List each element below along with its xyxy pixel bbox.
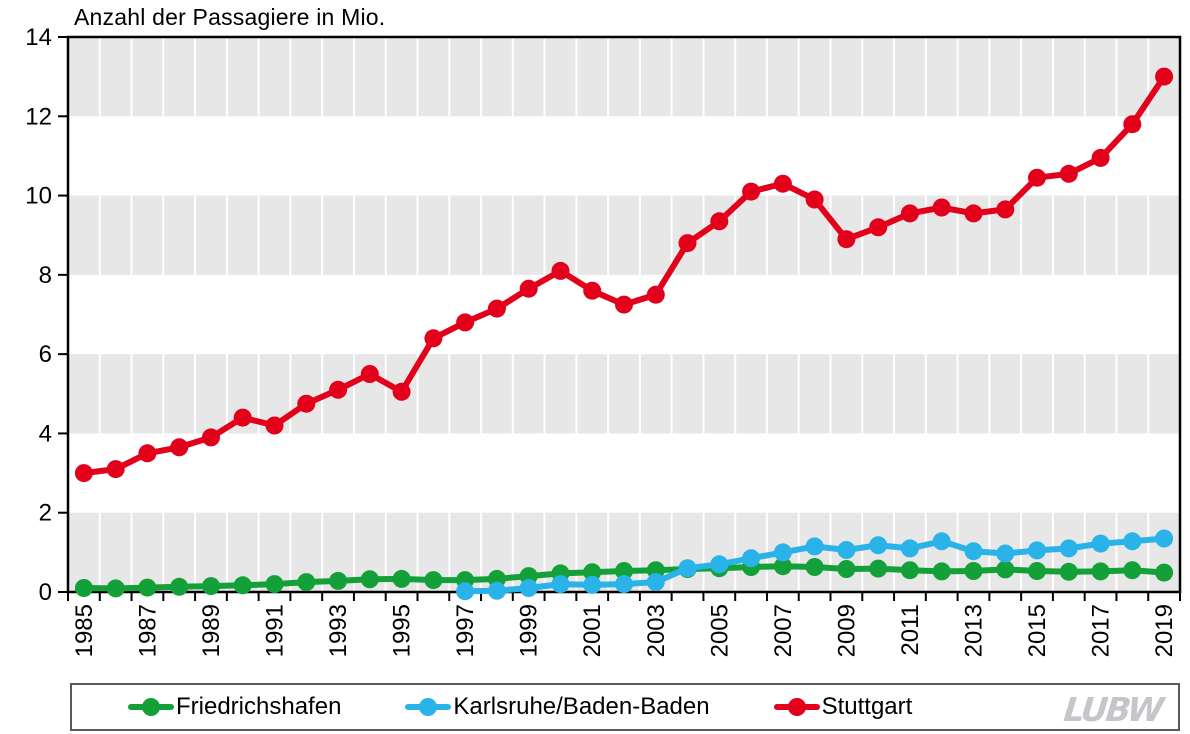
svg-text:2013: 2013 [960,604,987,657]
svg-text:2009: 2009 [833,604,860,657]
svg-text:2011: 2011 [897,604,924,656]
svg-text:12: 12 [25,103,52,130]
stuttgart-line-marker-icon [773,695,820,719]
svg-text:8: 8 [39,262,52,289]
svg-text:2019: 2019 [1151,604,1178,657]
legend-item-karlsruhe-baden-baden: Karlsruhe/Baden-Baden [405,693,710,721]
svg-text:1997: 1997 [452,604,479,657]
svg-text:1985: 1985 [71,604,98,657]
svg-text:10: 10 [25,183,52,210]
legend-label: Karlsruhe/Baden-Baden [453,693,710,720]
svg-text:6: 6 [39,341,52,368]
svg-text:2003: 2003 [643,604,670,657]
svg-text:1989: 1989 [198,604,225,657]
svg-text:4: 4 [39,420,52,447]
svg-text:2007: 2007 [770,604,797,657]
legend-label: Stuttgart [821,693,913,720]
svg-text:1991: 1991 [262,604,289,657]
legend-label: Friedrichshafen [176,693,342,720]
svg-text:2005: 2005 [706,604,733,657]
legend-item-stuttgart: Stuttgart [773,693,913,721]
svg-text:1987: 1987 [134,604,161,657]
chart-title: Anzahl der Passagiere in Mio. [74,4,386,30]
svg-text:0: 0 [39,579,52,606]
svg-text:2017: 2017 [1088,604,1115,657]
karlsruhe-line-marker-icon [405,695,452,719]
svg-text:1995: 1995 [389,604,416,657]
legend-item-friedrichshafen: Friedrichshafen [128,693,341,721]
svg-text:14: 14 [25,24,52,51]
lubw-watermark-logo: LUBW [1062,690,1165,729]
svg-text:2001: 2001 [579,604,606,657]
svg-text:1999: 1999 [516,604,543,657]
svg-text:2015: 2015 [1024,604,1051,657]
friedrichshafen-line-marker-icon [128,695,174,719]
legend: Friedrichshafen Karlsruhe/Baden-Baden St… [70,683,1180,731]
svg-text:1993: 1993 [325,604,352,657]
svg-text:2: 2 [39,500,52,527]
